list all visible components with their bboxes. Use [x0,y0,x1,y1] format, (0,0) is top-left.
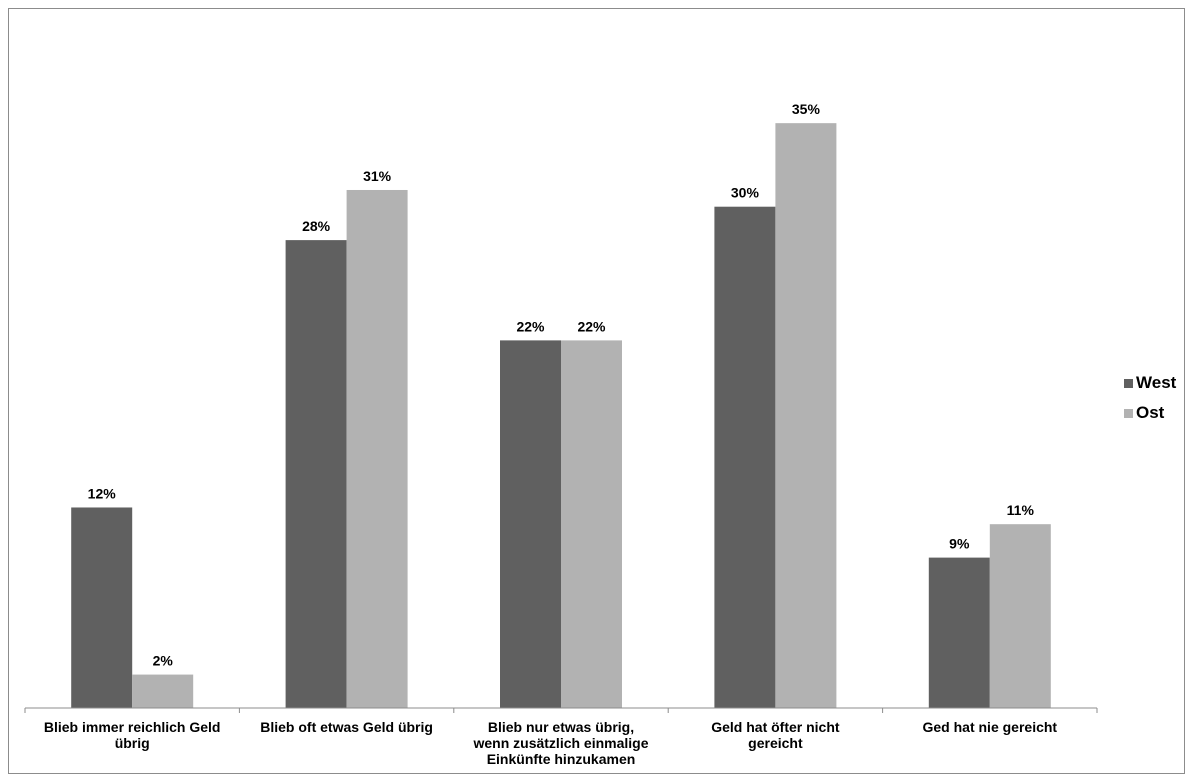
bar-ost-1 [346,189,408,709]
category-label-4-line-0: Ged hat nie gereicht [923,719,1058,735]
legend: West Ost [1124,372,1176,432]
bar-ost-2 [561,340,622,708]
value-label-west-0: 12% [88,485,117,501]
legend-swatch-ost [1124,408,1133,418]
value-label-ost-3: 35% [792,101,821,117]
category-label-0-line-1: übrig [115,735,150,751]
value-label-west-1: 28% [302,218,331,234]
category-label-3-line-1: gereicht [748,735,803,751]
value-label-west-2: 22% [516,318,545,334]
bar-west-1 [285,240,347,708]
value-label-ost-1: 31% [363,168,392,184]
category-label-1-line-0: Blieb oft etwas Geld übrig [260,719,433,735]
bar-west-4 [928,557,990,708]
bar-ost-0 [132,674,194,708]
category-label-2-line-2: Einkünfte hinzukamen [487,751,636,767]
value-label-west-3: 30% [731,185,760,201]
value-label-ost-4: 11% [1007,502,1035,518]
category-label-2-line-0: Blieb nur etwas übrig, [488,719,634,735]
value-label-ost-2: 22% [577,318,606,334]
category-label-0-line-0: Blieb immer reichlich Geld [44,719,221,735]
bar-ost-4 [989,524,1051,708]
bar-west-2 [500,340,561,708]
value-label-ost-0: 2% [153,653,174,669]
category-label-2-line-1: wenn zusätzlich einmalige [472,735,648,751]
bar-west-3 [714,206,776,708]
legend-item-west: West [1124,372,1176,394]
legend-label-west: West [1136,373,1177,392]
category-label-3-line-0: Geld hat öfter nicht [711,719,840,735]
bar-ost-3 [775,123,837,708]
legend-label-ost: Ost [1136,403,1165,422]
legend-item-ost: Ost [1124,402,1176,424]
legend-swatch-west [1124,378,1133,388]
bar-west-0 [71,507,133,708]
value-label-west-4: 9% [949,536,970,552]
